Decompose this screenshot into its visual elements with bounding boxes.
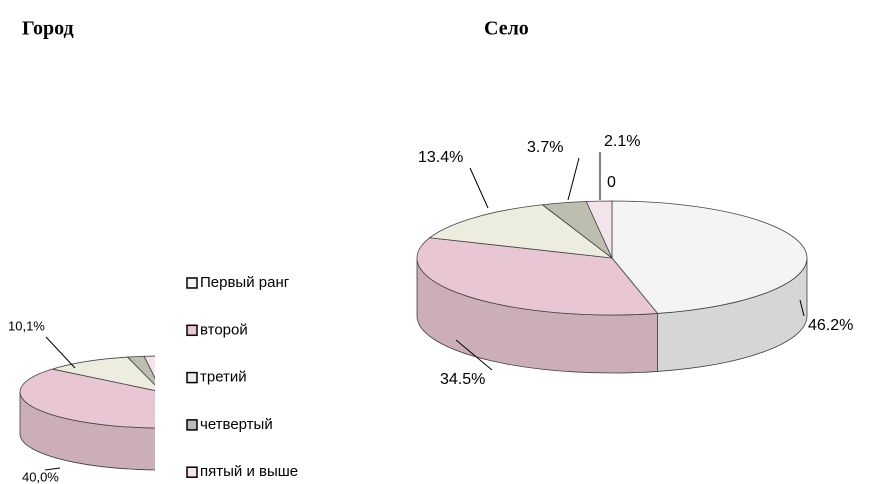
slice [585, 200, 613, 259]
pie [416, 200, 808, 374]
legend: Первый ранг второй третий четвертый пятый и … [186, 274, 298, 480]
slice [416, 237, 659, 316]
legend-label: четвертый [200, 416, 273, 433]
slice [143, 355, 155, 379]
data-label: 3.7% [527, 139, 563, 156]
data-label: 40,0% [22, 469, 59, 484]
leader-line [799, 299, 805, 317]
data-label: 2.1% [604, 133, 640, 150]
slice-shade [657, 258, 807, 372]
labels: 40,0% 10,1% 46.2% 34.5% 13.4% 3.7% 2.1% 0 [8, 133, 853, 484]
legend-swatch [186, 371, 198, 384]
legend-swatch [186, 277, 198, 289]
legend-swatch [186, 324, 198, 337]
legend-swatch [186, 419, 198, 431]
legend-label: второй [200, 321, 248, 338]
legend-swatch [186, 466, 198, 478]
slice [428, 204, 614, 259]
data-label: 34.5% [440, 371, 485, 388]
leader-line [45, 336, 76, 369]
slice [611, 200, 808, 314]
legend-label: пятый и выше [200, 463, 298, 480]
leader-line [469, 167, 489, 209]
chart-title: Город [22, 18, 74, 40]
leader-line [455, 339, 493, 371]
pie [19, 355, 155, 471]
leader-line [567, 157, 580, 201]
slice-shade [417, 258, 658, 373]
slice-shade [20, 392, 155, 470]
chart-title: Село [484, 18, 529, 40]
legend-label: третий [200, 369, 247, 386]
data-label: 13.4% [418, 149, 463, 166]
slice [52, 356, 155, 391]
legend-label: Первый ранг [200, 274, 290, 291]
data-label: 10,1% [8, 318, 45, 333]
data-label: 46.2% [808, 317, 853, 334]
leader-line [44, 467, 61, 471]
data-label: 0 [607, 174, 616, 191]
